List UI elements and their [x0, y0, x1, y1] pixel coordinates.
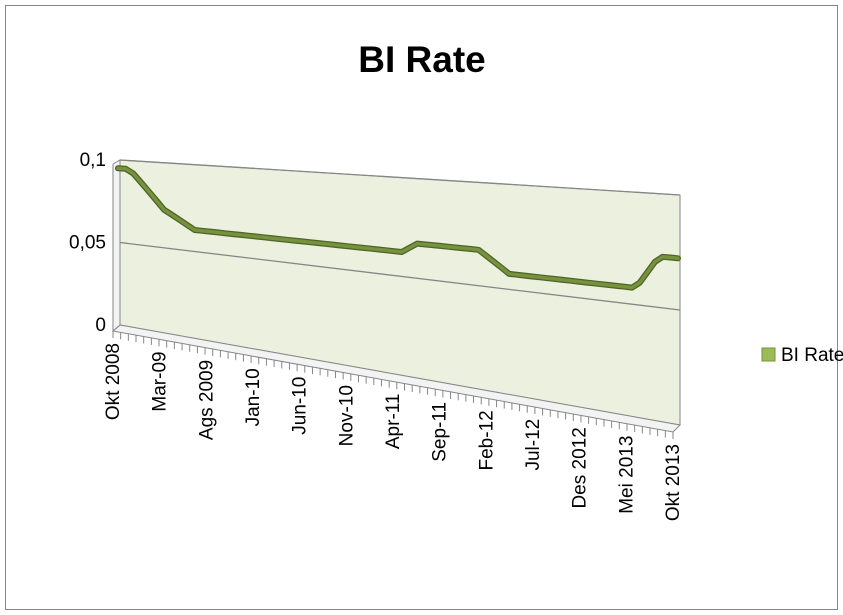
x-tick-label: Jan-10 — [243, 368, 264, 426]
x-tick-label: Mar-09 — [150, 351, 171, 411]
x-tick-label: Des 2012 — [570, 427, 591, 508]
x-tick-label: Sep-11 — [430, 402, 451, 462]
chart-title: BI Rate — [358, 39, 485, 80]
legend-swatch — [761, 347, 776, 362]
gridline — [119, 241, 681, 311]
legend: BI Rate — [761, 345, 843, 366]
x-tick-label: Okt 2008 — [103, 343, 124, 420]
plot-side-wall — [112, 159, 121, 333]
y-tick-label: 0,1 — [80, 150, 106, 171]
legend-label: BI Rate — [781, 345, 843, 366]
x-tick-label: Mei 2013 — [616, 436, 637, 514]
x-tick-label: Nov-10 — [336, 385, 357, 446]
x-tick-label: Okt 2013 — [663, 444, 684, 521]
gridline — [119, 159, 681, 196]
y-tick-label: 0 — [95, 315, 106, 336]
series-line — [116, 166, 680, 290]
x-tick-label: Jul-12 — [523, 419, 544, 471]
y-tick-label: 0,05 — [69, 233, 106, 254]
x-tick-label: Ags 2009 — [196, 360, 217, 440]
plot-area: 0,1 0,05 0 Okt 2008 Mar-09 Ags 2009 Jan-10 Jun-… — [69, 150, 684, 521]
x-tick-label: Feb-12 — [476, 410, 497, 470]
x-tick-label: Jun-10 — [290, 377, 311, 435]
x-tick-label: Apr-11 — [383, 394, 404, 450]
